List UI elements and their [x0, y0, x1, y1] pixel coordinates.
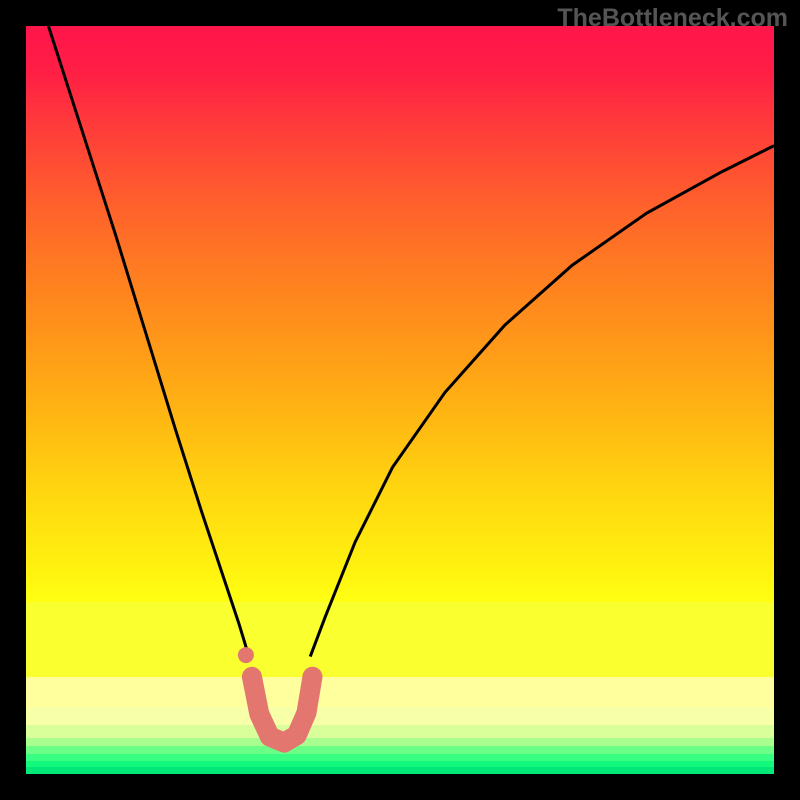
bottleneck-trough-dot: [238, 647, 254, 663]
bottleneck-curve-right: [310, 146, 774, 657]
watermark-text: TheBottleneck.com: [557, 4, 788, 33]
bottleneck-curve-left: [48, 26, 248, 657]
bottleneck-trough-marker: [252, 677, 313, 743]
